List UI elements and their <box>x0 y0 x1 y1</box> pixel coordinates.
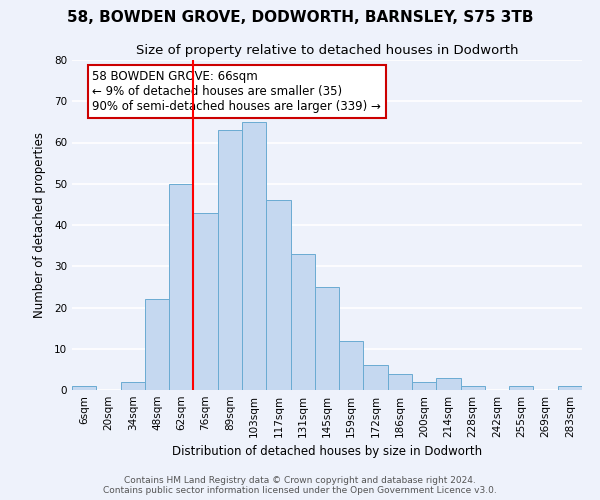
Bar <box>412 382 436 390</box>
Bar <box>388 374 412 390</box>
Bar <box>193 212 218 390</box>
Bar <box>242 122 266 390</box>
Bar <box>315 287 339 390</box>
Bar <box>72 386 96 390</box>
Bar <box>461 386 485 390</box>
Bar <box>339 340 364 390</box>
Text: 58 BOWDEN GROVE: 66sqm
← 9% of detached houses are smaller (35)
90% of semi-deta: 58 BOWDEN GROVE: 66sqm ← 9% of detached … <box>92 70 381 113</box>
Bar <box>558 386 582 390</box>
Bar <box>436 378 461 390</box>
Bar <box>145 299 169 390</box>
Bar <box>364 365 388 390</box>
Title: Size of property relative to detached houses in Dodworth: Size of property relative to detached ho… <box>136 44 518 58</box>
X-axis label: Distribution of detached houses by size in Dodworth: Distribution of detached houses by size … <box>172 446 482 458</box>
Bar <box>266 200 290 390</box>
Bar <box>218 130 242 390</box>
Bar <box>121 382 145 390</box>
Text: Contains HM Land Registry data © Crown copyright and database right 2024.
Contai: Contains HM Land Registry data © Crown c… <box>103 476 497 495</box>
Bar <box>509 386 533 390</box>
Bar <box>290 254 315 390</box>
Bar <box>169 184 193 390</box>
Text: 58, BOWDEN GROVE, DODWORTH, BARNSLEY, S75 3TB: 58, BOWDEN GROVE, DODWORTH, BARNSLEY, S7… <box>67 10 533 25</box>
Y-axis label: Number of detached properties: Number of detached properties <box>32 132 46 318</box>
